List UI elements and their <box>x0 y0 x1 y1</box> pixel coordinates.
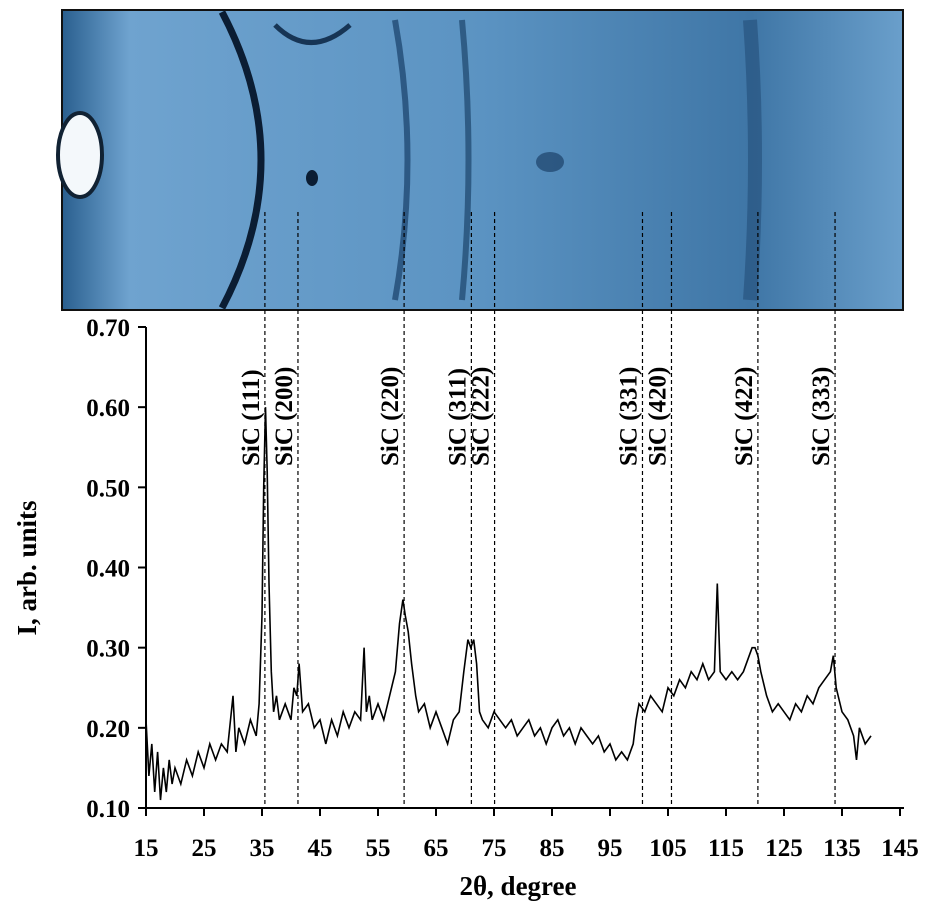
x-tick-label: 65 <box>424 835 449 862</box>
peak-label: SiC (420) <box>644 367 671 466</box>
peak-label: SiC (311) <box>444 368 471 466</box>
peak-label: SiC (422) <box>731 367 758 466</box>
peak-label: SiC (222) <box>468 367 495 466</box>
y-tick-label: 0.70 <box>86 315 130 342</box>
peak-label: SiC (200) <box>271 367 298 466</box>
x-axis-title: 2θ, degree <box>459 871 576 901</box>
peak-label: SiC (331) <box>615 367 642 466</box>
x-tick-label: 115 <box>708 835 744 862</box>
xrd-curve <box>145 407 872 801</box>
y-tick-label: 0.20 <box>86 716 130 743</box>
x-tick-label: 145 <box>881 835 919 862</box>
y-tick-label: 0.40 <box>86 556 130 583</box>
y-tick-label: 0.30 <box>86 636 130 663</box>
x-tick-label: 85 <box>540 835 565 862</box>
peak-label: SiC (111) <box>238 369 265 466</box>
peak-label: SiC (333) <box>808 367 835 466</box>
x-tick-label: 95 <box>598 835 623 862</box>
y-tick-label: 0.10 <box>86 796 130 823</box>
x-tick-label: 125 <box>765 835 803 862</box>
peak-label: SiC (220) <box>377 367 404 466</box>
x-tick-label: 75 <box>482 835 507 862</box>
y-axis-title: I, arb. units <box>12 500 42 635</box>
y-tick-label: 0.50 <box>86 475 130 502</box>
x-tick-label: 135 <box>823 835 861 862</box>
x-tick-label: 15 <box>134 835 159 862</box>
x-tick-label: 55 <box>366 835 391 862</box>
x-tick-label: 25 <box>192 835 217 862</box>
diffraction-image <box>56 9 904 311</box>
x-tick-label: 35 <box>250 835 275 862</box>
x-tick-label: 105 <box>649 835 687 862</box>
y-tick-label: 0.60 <box>86 395 130 422</box>
x-tick-label: 45 <box>308 835 333 862</box>
